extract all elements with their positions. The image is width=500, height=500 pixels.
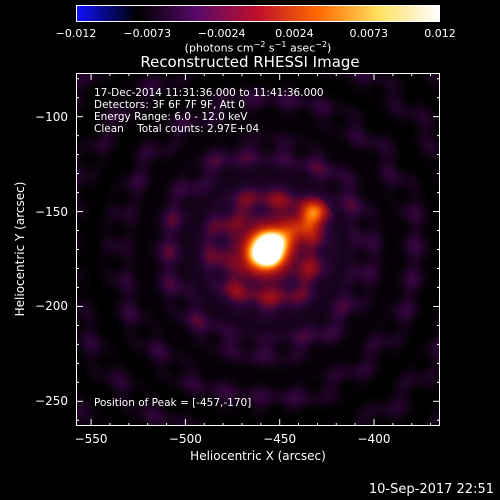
colorbar-tick-label: −0.0024 <box>197 27 246 40</box>
colorbar <box>76 5 440 22</box>
annotation-energy: Energy Range: 6.0 - 12.0 keV <box>94 111 248 123</box>
annotation-peak-position: Position of Peak = [-457,-170] <box>94 397 252 409</box>
x-tick-label: −450 <box>263 432 297 446</box>
chart-title: Reconstructed RHESSI Image <box>140 53 360 71</box>
x-tick-label: −400 <box>357 432 391 446</box>
x-axis-label: Heliocentric X (arcsec) <box>190 449 326 463</box>
y-tick-label: −100 <box>35 109 68 124</box>
timestamp: 10-Sep-2017 22:51 <box>368 482 494 497</box>
y-tick-label: −200 <box>35 299 68 314</box>
heatmap-image <box>76 73 440 426</box>
colorbar-tick-label: −0.012 <box>55 27 97 40</box>
colorbar-tick-label: 0.0024 <box>275 27 314 40</box>
colorbar-tick-label: −0.0073 <box>123 27 172 40</box>
x-tick-label: −550 <box>74 432 108 446</box>
y-tick-label: −250 <box>35 394 68 409</box>
annotation-clean: Clean Total counts: 2.97E+04 <box>94 123 260 135</box>
annotation-time-range: 17-Dec-2014 11:31:36.000 to 11:41:36.000 <box>94 87 324 99</box>
colorbar-tick-label: 0.012 <box>424 27 456 40</box>
y-tick-label: −150 <box>35 204 68 219</box>
x-tick-label: −500 <box>168 432 202 446</box>
annotation-detectors: Detectors: 3F 6F 7F 9F, Att 0 <box>94 99 245 111</box>
y-axis-label: Heliocentric Y (arcsec) <box>13 181 27 317</box>
colorbar-tick-label: 0.0073 <box>349 27 388 40</box>
colorbar-units: (photons cm−2 s−1 asec−2) <box>184 40 332 55</box>
